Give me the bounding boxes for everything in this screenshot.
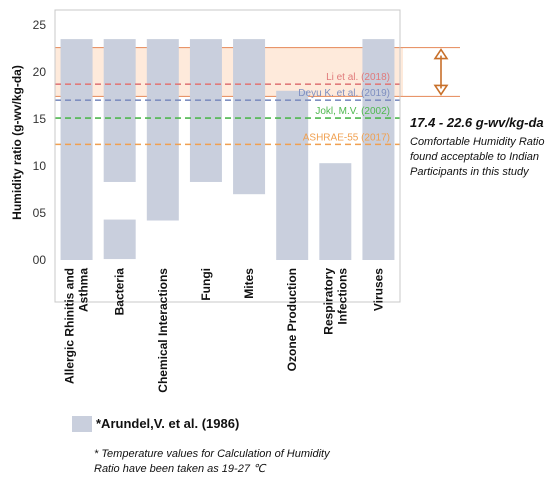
x-category-label-line: Respiratory (321, 268, 335, 335)
comfort-range-note: Comfortable Humidity Ratio found accepta… (410, 136, 545, 178)
x-category-label-line: Chemical Interactions (156, 268, 170, 393)
y-tick-label: 10 (33, 159, 47, 173)
y-tick-label: 15 (33, 112, 47, 126)
x-category-label-line: Allergic Rhinitis and (63, 268, 77, 384)
x-category-label-line: Mites (242, 268, 256, 299)
x-category-label: Allergic Rhinitis andAsthma (63, 268, 91, 384)
x-category-label: Viruses (371, 268, 385, 311)
x-category-label-line: Bacteria (113, 268, 127, 316)
x-category-label: Chemical Interactions (156, 268, 170, 393)
footnote: * Temperature values for Calculation of … (94, 448, 330, 475)
bar-chemical-interactions-0 (146, 39, 179, 221)
x-category-label-line: Ozone Production (285, 268, 299, 371)
plot-frame (54, 9, 401, 303)
bar-bacteria-1 (103, 219, 136, 260)
bar-respiratory-infections-0 (319, 163, 352, 260)
y-tick-label: 25 (33, 18, 47, 32)
legend-label: *Arundel,V. et al. (1986) (96, 416, 240, 431)
bar-viruses-0 (362, 39, 395, 260)
x-category-label-line: Infections (335, 268, 349, 325)
legend-swatch (72, 416, 92, 432)
y-tick-label: 05 (33, 206, 47, 220)
bar-bacteria-0 (103, 39, 136, 182)
comfort-arrow-up-head (433, 48, 449, 60)
x-category-label: Mites (242, 268, 256, 299)
bar-mites-0 (233, 39, 266, 195)
y-tick-label: 20 (33, 65, 47, 79)
bar-allergic-rhinitis-and-asthma-0 (60, 39, 93, 260)
x-category-label-line: Asthma (77, 268, 91, 312)
reference-label-2: Jokl, M.V. (2002) (315, 106, 390, 117)
x-category-label: Bacteria (113, 268, 127, 316)
comfort-arrow-down-head (433, 84, 449, 96)
reference-label-1: Deyu K. et al. (2019) (298, 88, 390, 99)
y-tick-label: 00 (33, 253, 47, 267)
reference-label-0: Li et al. (2018) (326, 72, 390, 83)
x-category-label: Fungi (199, 268, 213, 301)
x-category-label: RespiratoryInfections (321, 268, 349, 335)
x-category-label: Ozone Production (285, 268, 299, 371)
bar-ozone-production-0 (276, 90, 309, 260)
comfort-range-label: 17.4 - 22.6 g-wv/kg-da (410, 115, 544, 130)
x-category-label-line: Fungi (199, 268, 213, 301)
x-category-label-line: Viruses (371, 268, 385, 311)
bar-fungi-0 (189, 39, 222, 182)
reference-label-3: ASHRAE-55 (2017) (303, 132, 390, 143)
y-axis-title: Humidity ratio (g-wv/kg-da) (10, 65, 24, 220)
